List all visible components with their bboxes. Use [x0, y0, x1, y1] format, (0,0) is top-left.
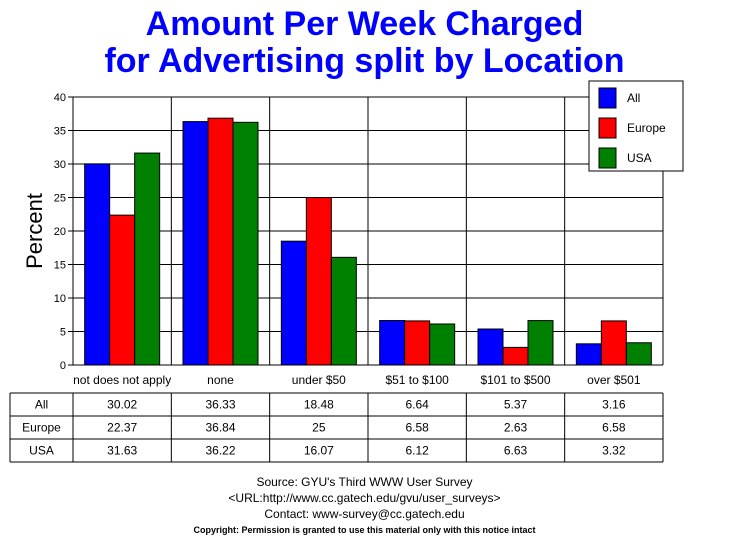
table-cell-europe-5: 6.58: [602, 421, 626, 435]
table-cell-all-3: 6.64: [405, 398, 429, 412]
table-cell-europe-4: 2.63: [504, 421, 528, 435]
x-tick-label-3: $51 to $100: [385, 373, 449, 387]
bar-all-2: [280, 240, 307, 366]
y-tick-label-30: 30: [54, 159, 66, 171]
chart-title: Amount Per Week Charged for Advertising …: [0, 6, 729, 80]
bar-usa-0: [134, 152, 161, 366]
copyright-note: Copyright: Permission is granted to use …: [193, 525, 536, 535]
legend-label-europe: Europe: [627, 121, 666, 135]
table-cell-usa-4: 6.63: [504, 444, 528, 458]
bar-all-5: [575, 343, 602, 366]
bar-usa-2: [330, 256, 357, 366]
legend-swatch-usa: [598, 147, 617, 169]
y-tick-label-20: 20: [54, 226, 66, 238]
legend-label-usa: USA: [627, 151, 652, 165]
table-cell-all-0: 30.02: [107, 398, 137, 412]
y-tick-label-5: 5: [60, 327, 66, 339]
x-tick-label-4: $101 to $500: [480, 373, 550, 387]
table-row-label-usa: USA: [29, 444, 54, 458]
table-cell-usa-2: 16.07: [304, 444, 334, 458]
chart-title-line-1: Amount Per Week Charged: [145, 5, 584, 43]
bar-all-1: [182, 121, 209, 366]
bar-europe-0: [109, 214, 136, 366]
y-tick-label-35: 35: [54, 126, 66, 138]
bar-europe-4: [502, 346, 529, 366]
legend-swatch-all: [598, 87, 617, 109]
x-tick-label-0: not does not apply: [73, 373, 171, 387]
bar-all-3: [379, 320, 406, 366]
bar-europe-3: [404, 320, 431, 366]
contact-note: Contact: www-survey@cc.gatech.edu: [264, 507, 465, 521]
table-row-label-europe: Europe: [22, 421, 61, 435]
bar-europe-1: [207, 117, 234, 366]
bar-usa-4: [527, 320, 554, 366]
bar-all-0: [84, 163, 111, 366]
source-note: Source: GYU's Third WWW User Survey: [256, 475, 473, 489]
table-cell-all-4: 5.37: [504, 398, 528, 412]
bar-usa-3: [429, 323, 456, 366]
table-cell-usa-1: 36.22: [205, 444, 235, 458]
table-cell-all-5: 3.16: [602, 398, 626, 412]
y-axis-label: Percent: [22, 193, 47, 269]
table-cell-europe-2: 25: [312, 421, 326, 435]
table-cell-usa-5: 3.32: [602, 444, 626, 458]
bar-usa-5: [625, 342, 652, 366]
bar-europe-2: [305, 197, 332, 366]
y-tick-label-15: 15: [54, 260, 66, 272]
table-cell-usa-0: 31.63: [107, 444, 137, 458]
source-url: <URL:http://www.cc.gatech.edu/gvu/user_s…: [228, 491, 501, 505]
y-tick-label-25: 25: [54, 193, 66, 205]
x-tick-label-1: none: [207, 373, 234, 387]
table-row-label-all: All: [35, 398, 48, 412]
table-cell-europe-1: 36.84: [205, 421, 235, 435]
legend-label-all: All: [627, 91, 640, 105]
bar-europe-5: [600, 320, 627, 366]
y-tick-label-0: 0: [60, 360, 66, 372]
table-cell-all-2: 18.48: [304, 398, 334, 412]
table-cell-all-1: 36.33: [205, 398, 235, 412]
table-cell-europe-0: 22.37: [107, 421, 137, 435]
x-tick-label-5: over $501: [587, 373, 641, 387]
table-cell-europe-3: 6.58: [405, 421, 429, 435]
legend-swatch-europe: [598, 117, 617, 139]
x-tick-label-2: under $50: [292, 373, 346, 387]
chart-title-line-2: for Advertising split by Location: [104, 42, 625, 80]
table-cell-usa-3: 6.12: [405, 444, 429, 458]
y-tick-label-40: 40: [54, 92, 66, 104]
y-tick-label-10: 10: [54, 293, 66, 305]
bar-all-4: [477, 328, 504, 366]
bar-usa-1: [232, 121, 259, 366]
